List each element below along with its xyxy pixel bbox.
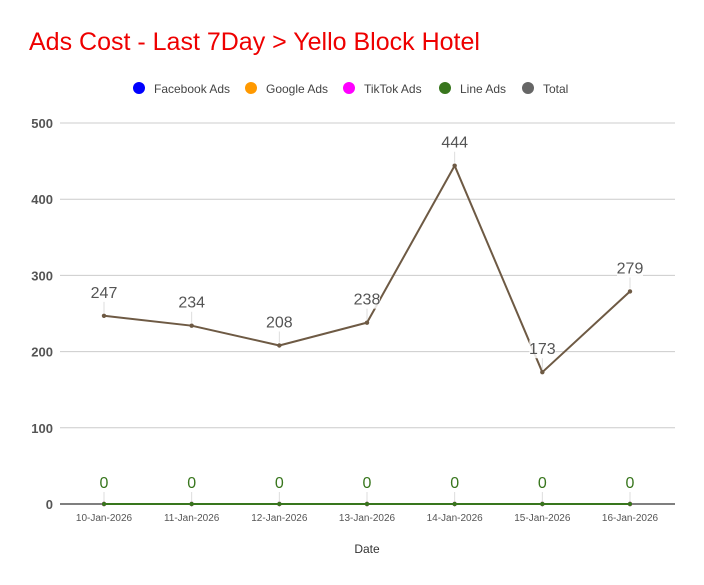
- data-point: [364, 501, 370, 507]
- legend-swatch: [245, 82, 257, 94]
- legend-label: TikTok Ads: [364, 82, 422, 96]
- data-point: [189, 323, 194, 328]
- data-point: [627, 289, 633, 294]
- x-tick-label: 12-Jan-2026: [251, 513, 308, 524]
- data-point: [189, 501, 194, 507]
- data-label-bg: [266, 313, 293, 332]
- data-label-bg: [178, 293, 205, 312]
- data-label: 0: [363, 475, 372, 492]
- x-tick-label: 15-Jan-2026: [514, 513, 571, 524]
- data-labels: 0 0 0 0 0 0 0 247 234 208 238 444 173 279: [91, 133, 644, 501]
- data-label-bg: [354, 290, 380, 309]
- data-label-bg: [529, 474, 556, 492]
- series-group: [101, 163, 633, 507]
- data-label-bg: [91, 283, 117, 302]
- data-point: [540, 369, 545, 375]
- data-point: [452, 163, 457, 168]
- data-point: [277, 343, 282, 348]
- data-label-bg: [441, 474, 468, 492]
- legend-swatch: [522, 82, 534, 94]
- y-tick-label: 300: [31, 268, 53, 283]
- data-point: [101, 313, 107, 318]
- x-tick-label: 13-Jan-2026: [339, 513, 396, 524]
- data-label-bg: [529, 340, 556, 359]
- legend-item: Line Ads: [439, 82, 506, 96]
- legend-swatch: [439, 82, 451, 94]
- data-label-bg: [617, 474, 643, 492]
- data-point: [627, 501, 633, 507]
- chart-title: Ads Cost - Last 7Day > Yello Block Hotel: [29, 28, 480, 56]
- data-label: 0: [187, 475, 196, 492]
- data-label: 234: [178, 295, 205, 312]
- legend-item: TikTok Ads: [343, 82, 422, 96]
- data-label-bg: [91, 474, 117, 492]
- x-tick-label: 10-Jan-2026: [76, 513, 133, 524]
- data-label: 0: [538, 475, 547, 492]
- legend-label: Facebook Ads: [154, 82, 230, 96]
- x-tick-label: 16-Jan-2026: [602, 513, 659, 524]
- data-label: 0: [100, 475, 109, 492]
- data-label-bg: [617, 259, 643, 278]
- legend-label: Google Ads: [266, 82, 328, 96]
- legend-label: Total: [543, 82, 568, 96]
- data-label: 444: [441, 135, 468, 152]
- data-point: [452, 501, 457, 507]
- x-axis: 10-Jan-2026 11-Jan-2026 12-Jan-2026 13-Jan-…: [76, 513, 659, 524]
- data-label-bg: [266, 474, 293, 492]
- legend-item: Total: [522, 82, 568, 96]
- y-axis: 0 100 200 300 400 500: [31, 116, 53, 512]
- legend-swatch: [343, 82, 355, 94]
- data-label: 0: [626, 475, 635, 492]
- data-label-bg: [441, 133, 468, 152]
- y-tick-label: 0: [46, 497, 53, 512]
- data-label-bg: [354, 474, 380, 492]
- legend: Facebook Ads Google Ads TikTok Ads Line Ads…: [133, 82, 568, 96]
- legend-item: Facebook Ads: [133, 82, 230, 96]
- legend-swatch: [133, 82, 145, 94]
- data-point: [277, 501, 282, 507]
- data-label: 279: [617, 260, 644, 277]
- x-tick-label: 14-Jan-2026: [427, 513, 484, 524]
- data-label: 173: [529, 341, 556, 358]
- x-axis-title: Date: [354, 542, 380, 556]
- x-tick-label: 11-Jan-2026: [164, 513, 220, 524]
- y-tick-label: 100: [31, 421, 53, 436]
- legend-label: Line Ads: [460, 82, 506, 96]
- data-label: 0: [450, 475, 459, 492]
- data-label: 208: [266, 315, 293, 332]
- y-tick-label: 500: [31, 116, 53, 131]
- data-label: 247: [91, 285, 118, 302]
- data-label: 238: [354, 292, 381, 309]
- data-label-bg: [178, 474, 205, 492]
- data-point: [364, 320, 370, 325]
- data-label: 0: [275, 475, 284, 492]
- y-tick-label: 200: [31, 345, 53, 360]
- data-point: [540, 501, 545, 507]
- legend-item: Google Ads: [245, 82, 328, 96]
- data-point: [101, 501, 107, 507]
- y-tick-label: 400: [31, 192, 53, 207]
